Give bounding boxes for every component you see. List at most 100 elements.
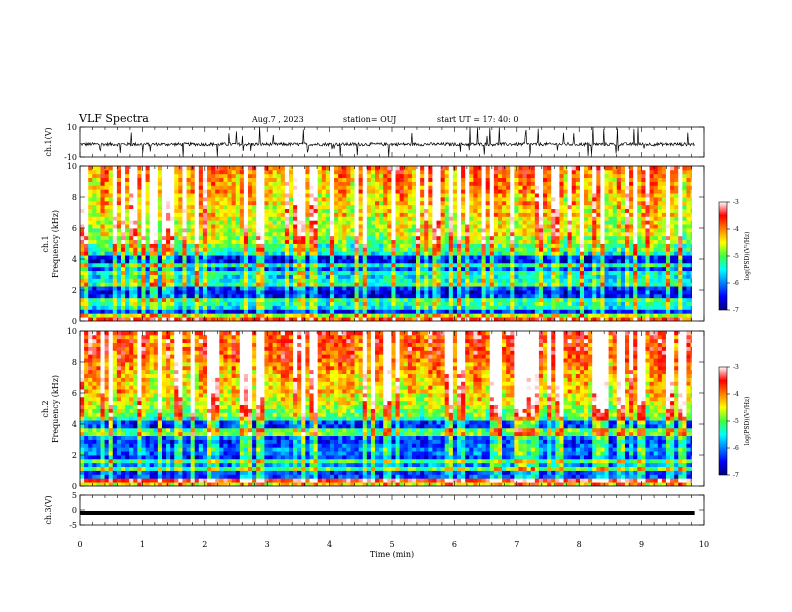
spectrogram-cell <box>624 231 630 237</box>
spectrogram-cell <box>469 228 474 233</box>
spectrogram-cell <box>215 278 220 283</box>
spectrogram-cell <box>465 282 470 287</box>
spectrogram-cell <box>641 282 646 287</box>
spectrogram-cell <box>448 255 454 260</box>
spectrogram-cell <box>133 220 138 225</box>
spectrogram-cell <box>444 251 450 256</box>
spectrogram-cell <box>510 224 515 229</box>
spectrogram-cell <box>448 297 454 303</box>
spectrogram-cell <box>424 228 429 233</box>
spectrogram-cell <box>92 204 97 210</box>
spectrogram-cell <box>428 282 433 287</box>
spectrogram-cell <box>477 239 482 244</box>
spectrogram-cell <box>112 197 118 202</box>
spectrogram-cell <box>166 266 171 272</box>
spectrogram-cell <box>305 266 310 272</box>
spectrogram-cell <box>186 251 192 256</box>
spectrogram-cell <box>379 243 384 248</box>
spectrogram-cell <box>375 309 380 314</box>
spectrogram-cell <box>551 270 556 275</box>
spectrogram-cell <box>510 313 515 318</box>
spectrogram-cell <box>194 193 200 198</box>
spectrogram-cell <box>248 204 253 210</box>
spectrogram-cell <box>354 200 360 206</box>
spectrogram-cell <box>690 243 692 248</box>
spectrogram-cell <box>133 224 138 229</box>
spectrogram-cell <box>170 293 175 299</box>
spectrogram-cell <box>403 239 409 244</box>
spectrogram-cell <box>448 235 454 241</box>
spectrogram-cell <box>80 255 85 260</box>
spectrogram-cell <box>489 282 495 287</box>
spectrogram-cell <box>248 228 253 233</box>
spectrogram-cell <box>506 286 511 291</box>
spectrogram-cell <box>301 197 306 202</box>
spectrogram-cell <box>502 270 507 275</box>
spectrogram-cell <box>497 220 503 225</box>
spectrogram-cell <box>280 204 286 210</box>
spectrogram-cell <box>141 197 146 202</box>
spectrogram-cell <box>616 262 622 268</box>
spectrogram-cell <box>620 278 626 283</box>
spectrogram-cell <box>612 270 618 275</box>
spectrogram-cell <box>157 274 163 279</box>
spectrogram-cell <box>440 266 446 272</box>
spectrogram-cell <box>686 197 691 202</box>
spectrogram-cell <box>313 317 319 321</box>
spectrogram-cell <box>383 231 388 237</box>
spectrogram-cell <box>301 216 306 221</box>
spectrogram-cell <box>387 251 392 256</box>
spectrogram-cell <box>600 274 605 279</box>
spectrogram-cell <box>522 293 528 299</box>
spectrogram-cell <box>440 259 446 264</box>
spectrogram-cell <box>170 255 175 260</box>
spectrogram-cell <box>682 197 687 202</box>
spectrogram-cell <box>157 197 163 202</box>
spectrogram-cell <box>612 309 618 314</box>
spectrogram-cell <box>649 197 655 202</box>
spectrogram-cell <box>272 193 278 198</box>
spectrogram-cell <box>641 216 646 221</box>
spectrogram-cell <box>207 293 212 299</box>
spectrogram-cell <box>366 290 372 295</box>
spectrogram-cell <box>518 251 523 256</box>
spectrogram-cell <box>518 301 523 306</box>
spectrogram-cell <box>502 243 507 248</box>
spectrogram-cell <box>518 228 523 233</box>
spectrogram-cell <box>563 305 569 310</box>
spectrogram-cell <box>108 200 114 206</box>
spectrogram-cell <box>465 224 470 229</box>
spectrogram-cell <box>465 293 470 299</box>
spectrogram-cell <box>629 270 634 275</box>
spectrogram-cell <box>149 216 155 221</box>
spectrogram-cell <box>88 197 93 202</box>
spectrogram-cell <box>555 301 560 306</box>
spectrogram-cell <box>567 266 573 272</box>
spectrogram-cell <box>674 220 679 225</box>
spectrogram-cell <box>338 216 343 221</box>
spectrogram-cell <box>248 216 253 221</box>
spectrogram-cell <box>358 301 364 306</box>
spectrogram-cell <box>346 231 351 237</box>
spectrogram-cell <box>653 200 659 206</box>
spectrogram-cell <box>481 247 487 252</box>
spectrogram-cell <box>305 216 310 221</box>
spectrogram-cell <box>670 239 675 244</box>
spectrogram-cell <box>391 220 396 225</box>
spectrogram-cell <box>268 262 273 268</box>
spectrogram-cell <box>391 239 396 244</box>
spectrogram-cell <box>653 274 659 279</box>
spectrogram-cell <box>88 293 93 299</box>
spectrogram-cell <box>383 301 388 306</box>
spectrogram-cell <box>284 243 290 248</box>
spectrogram-cell <box>387 266 392 272</box>
spectrogram-cell <box>403 235 409 241</box>
spectrogram-cell <box>440 282 446 287</box>
spectrogram-cell <box>202 231 208 237</box>
spectrogram-cell <box>211 305 216 310</box>
spectrogram-cell <box>284 235 290 241</box>
spectrogram-cell <box>534 293 540 299</box>
spectrogram-cell <box>432 243 437 248</box>
spectrogram-cell <box>411 247 417 252</box>
spectrogram-cell <box>231 290 237 295</box>
